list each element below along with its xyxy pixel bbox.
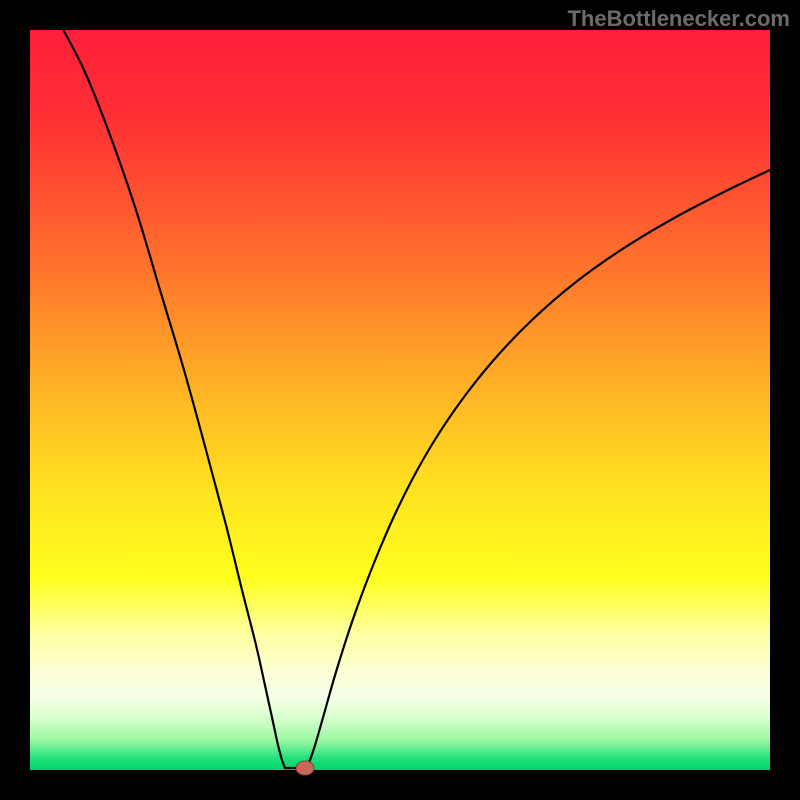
bottleneck-chart — [0, 0, 800, 800]
chart-container: TheBottlenecker.com — [0, 0, 800, 800]
optimal-point-marker — [296, 761, 314, 775]
plot-background — [30, 30, 770, 770]
watermark-text: TheBottlenecker.com — [567, 6, 790, 32]
